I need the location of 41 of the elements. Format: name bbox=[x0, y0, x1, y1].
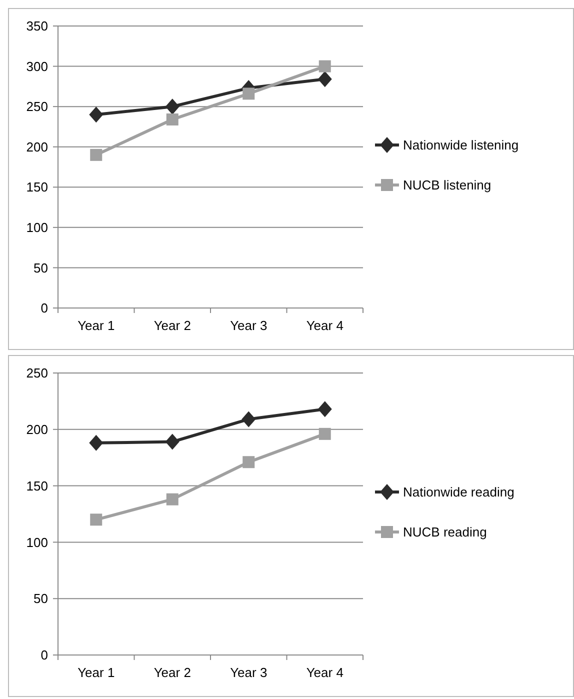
y-tick-label: 350 bbox=[26, 18, 48, 34]
y-tick-label: 0 bbox=[40, 648, 48, 663]
point bbox=[242, 456, 255, 468]
point bbox=[242, 411, 256, 428]
y-tick-label: 250 bbox=[26, 99, 48, 114]
y-tick-label: 0 bbox=[40, 300, 48, 316]
x-tick-label: Year 4 bbox=[306, 665, 344, 680]
point bbox=[89, 434, 104, 451]
y-tick-label: 100 bbox=[26, 220, 48, 235]
x-tick-label: Year 2 bbox=[154, 665, 191, 680]
y-tick-label: 200 bbox=[26, 422, 48, 437]
y-tick-label: 150 bbox=[26, 478, 48, 494]
y-tick-label: 50 bbox=[34, 260, 48, 276]
legend-label: Nationwide reading bbox=[403, 484, 514, 500]
x-tick-label: Year 1 bbox=[78, 318, 115, 333]
legend-label: NUCB reading bbox=[403, 524, 487, 540]
point bbox=[166, 493, 178, 506]
point bbox=[318, 401, 332, 418]
x-tick-label: Year 1 bbox=[78, 665, 115, 680]
point bbox=[318, 60, 331, 72]
point bbox=[90, 148, 102, 161]
y-tick-label: 200 bbox=[26, 139, 48, 154]
legend-label: Nationwide listening bbox=[403, 138, 519, 153]
x-tick-label: Year 4 bbox=[306, 318, 344, 333]
point bbox=[318, 71, 332, 88]
legend-label: NUCB listening bbox=[403, 178, 492, 193]
y-tick-label: 250 bbox=[26, 366, 48, 381]
y-tick-label: 300 bbox=[26, 58, 48, 74]
y-tick-label: 50 bbox=[34, 591, 48, 606]
point bbox=[318, 428, 331, 440]
point bbox=[89, 106, 104, 123]
point bbox=[165, 434, 180, 450]
point bbox=[166, 113, 178, 126]
point bbox=[90, 514, 102, 526]
x-tick-label: Year 2 bbox=[154, 318, 191, 333]
point bbox=[242, 88, 255, 100]
y-tick-label: 100 bbox=[26, 534, 48, 550]
x-tick-label: Year 3 bbox=[230, 318, 268, 333]
x-tick-label: Year 3 bbox=[230, 665, 268, 680]
y-tick-label: 150 bbox=[26, 180, 48, 195]
point bbox=[165, 98, 180, 115]
